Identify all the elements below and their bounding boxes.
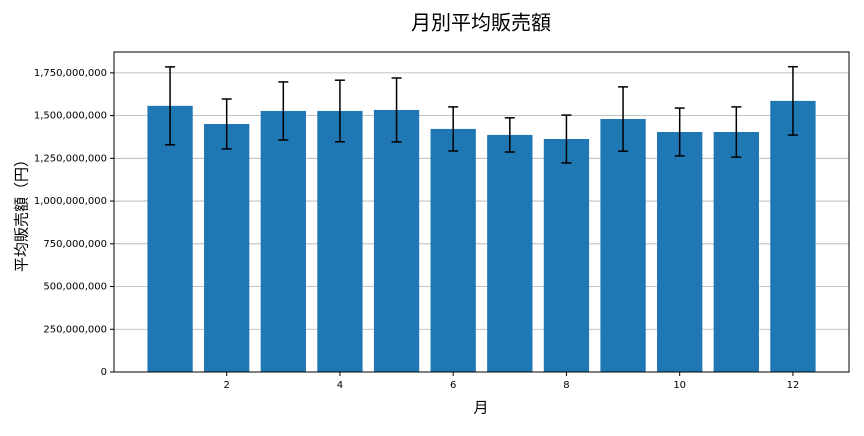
- bar: [543, 139, 590, 372]
- y-tick-label: 1,000,000,000: [34, 196, 107, 207]
- chart-title: 月別平均販売額: [411, 11, 551, 35]
- x-tick-label: 10: [673, 380, 686, 391]
- bar: [657, 132, 703, 372]
- x-tick-label: 12: [787, 380, 800, 391]
- x-tick-label: 8: [563, 380, 569, 391]
- bar: [260, 110, 306, 372]
- bar: [317, 110, 363, 372]
- y-axis-label: 平均販売額（円）: [13, 152, 31, 272]
- y-tick-label: 1,750,000,000: [34, 68, 107, 79]
- bar: [373, 109, 420, 372]
- x-tick-label: 4: [337, 380, 343, 391]
- bar: [600, 119, 646, 372]
- bar: [430, 128, 476, 372]
- plot-frame: [113, 51, 850, 373]
- y-tick-label: 0: [101, 367, 107, 378]
- y-tick-label: 750,000,000: [43, 239, 107, 250]
- x-axis-label: 月: [473, 399, 488, 417]
- y-tick-label: 500,000,000: [43, 282, 107, 293]
- y-tick-label: 1,500,000,000: [34, 111, 107, 122]
- bar: [770, 100, 816, 372]
- x-tick-label: 2: [223, 380, 229, 391]
- y-tick-label: 250,000,000: [43, 324, 107, 335]
- bar: [713, 132, 759, 372]
- bar: [487, 134, 533, 372]
- bar: [147, 105, 193, 372]
- y-tick-label: 1,250,000,000: [34, 153, 107, 164]
- x-tick-label: 6: [450, 380, 456, 391]
- bar: [204, 123, 250, 372]
